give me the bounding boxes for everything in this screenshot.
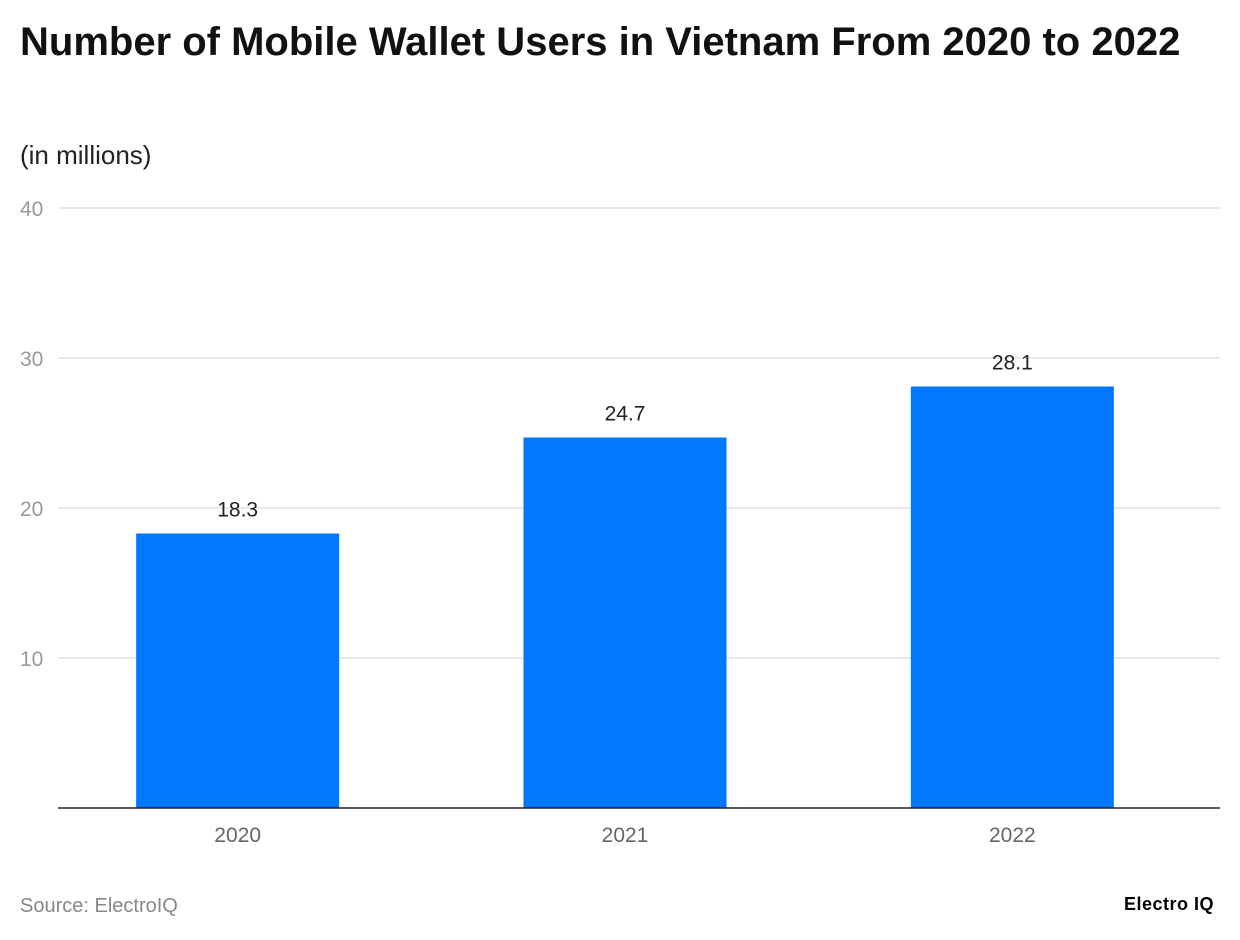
x-tick-label: 2020 (214, 824, 261, 847)
y-tick-label: 30 (20, 348, 43, 371)
data-label: 18.3 (217, 499, 258, 522)
x-tick-label: 2021 (602, 824, 649, 847)
bar-2021 (523, 437, 727, 808)
bar-2020 (136, 533, 340, 808)
y-tick-label: 10 (20, 648, 43, 671)
y-tick-label: 40 (20, 198, 43, 221)
data-label: 28.1 (992, 352, 1033, 375)
data-label: 24.7 (605, 403, 646, 426)
chart-subtitle: (in millions) (20, 140, 152, 170)
source-note: Source: ElectroIQ (20, 895, 178, 917)
electroiq-logo: Electro IQ (1123, 894, 1214, 914)
x-tick-label: 2022 (989, 824, 1036, 847)
chart-title: Number of Mobile Wallet Users in Vietnam… (20, 20, 1181, 64)
bar-2022 (910, 386, 1114, 808)
y-tick-label: 20 (20, 498, 43, 521)
